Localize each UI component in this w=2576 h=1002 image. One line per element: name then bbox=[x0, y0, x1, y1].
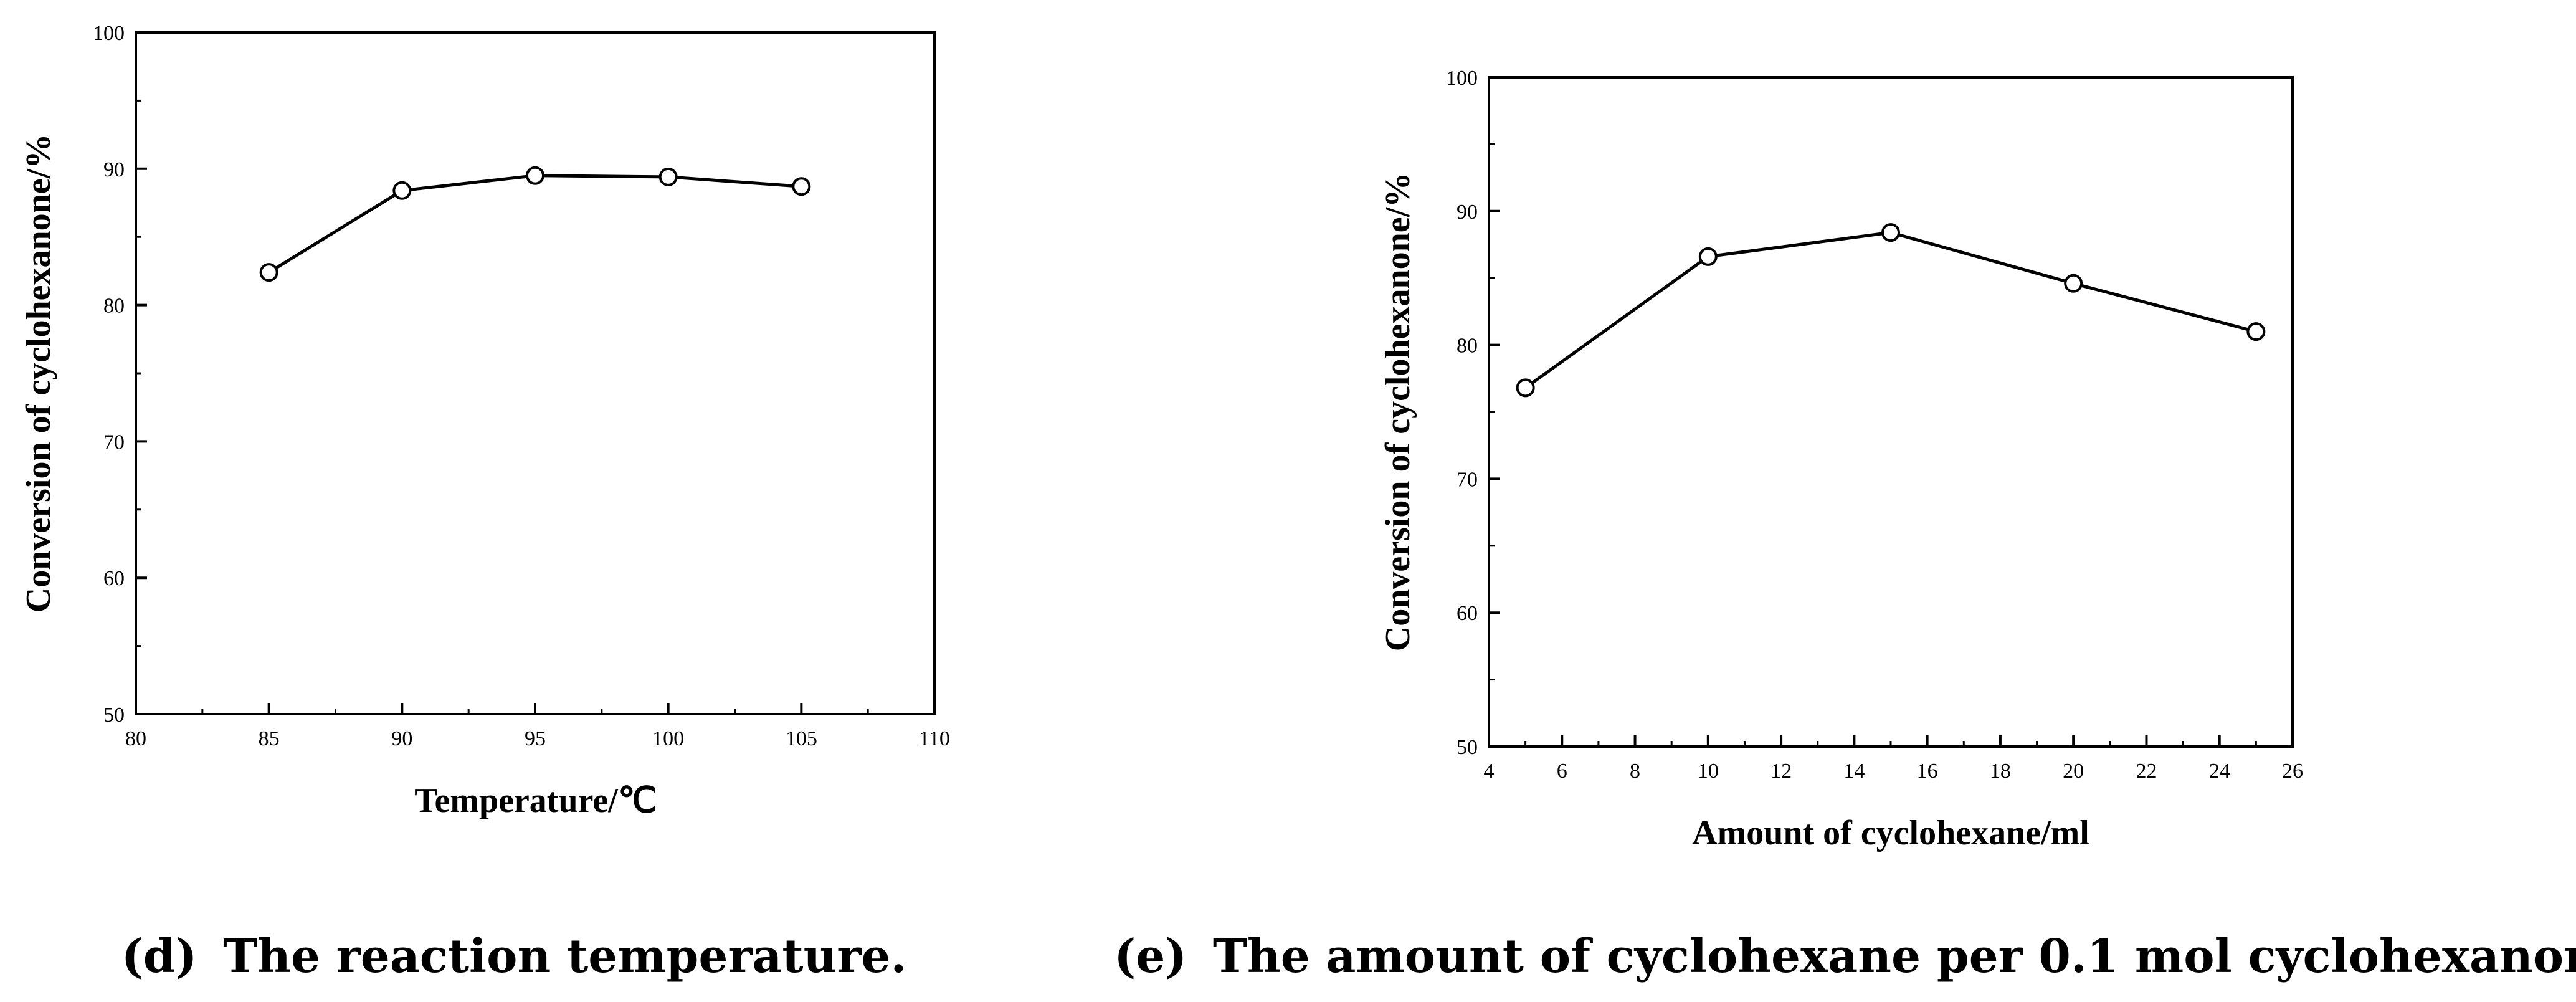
y-axis-title: Conversion of cyclohexanone/% bbox=[19, 134, 58, 613]
y-tick-label: 90 bbox=[1457, 201, 1478, 224]
caption-d-label: (d) bbox=[121, 930, 197, 983]
y-tick-label: 60 bbox=[1457, 602, 1478, 625]
y-tick-label: 90 bbox=[103, 158, 125, 181]
y-tick-label: 100 bbox=[1446, 67, 1478, 90]
x-axis-title: Amount of cyclohexane/ml bbox=[1692, 814, 2089, 852]
chart-panel-e: 4 6 8 10 12 14 16 18 20 22 24 26 50 60 70 80 90 100 Amount… bbox=[1379, 67, 2303, 852]
x-tick-label: 16 bbox=[1917, 760, 1938, 783]
x-tick-label: 4 bbox=[1484, 760, 1495, 783]
x-tick-label: 105 bbox=[786, 727, 817, 750]
data-point-marker bbox=[792, 177, 811, 196]
y-tick-label: 50 bbox=[103, 704, 125, 727]
data-point-marker bbox=[259, 263, 278, 282]
x-tick-label: 100 bbox=[652, 727, 684, 750]
plot-frame bbox=[1488, 76, 2294, 748]
x-tick-label: 20 bbox=[2063, 760, 2084, 783]
data-point-marker bbox=[392, 181, 412, 200]
data-point-marker bbox=[526, 166, 544, 185]
caption-d-text: The reaction temperature. bbox=[223, 930, 906, 983]
caption-e-text: The amount of cyclohexane per 0.1 mol cy… bbox=[1213, 930, 2576, 983]
x-tick-label: 80 bbox=[125, 727, 146, 750]
x-tick-label: 110 bbox=[919, 727, 950, 750]
y-tick-label: 50 bbox=[1457, 736, 1478, 759]
x-tick-label: 95 bbox=[525, 727, 546, 750]
y-axis-title: Conversion of cyclohexanone/% bbox=[1379, 173, 1417, 651]
x-tick-label: 26 bbox=[2282, 760, 2303, 783]
x-tick-label: 18 bbox=[1990, 760, 2011, 783]
data-point-marker bbox=[1881, 223, 1900, 242]
data-point-marker bbox=[1516, 378, 1535, 398]
y-tick-label: 100 bbox=[93, 22, 125, 45]
y-tick-label: 80 bbox=[1457, 335, 1478, 358]
x-tick-label: 24 bbox=[2209, 760, 2230, 783]
y-tick-label: 80 bbox=[103, 295, 125, 318]
x-tick-label: 85 bbox=[259, 727, 280, 750]
y-tick-label: 70 bbox=[103, 431, 125, 454]
data-point-marker bbox=[658, 167, 678, 186]
data-point-marker bbox=[2064, 274, 2083, 293]
series-line bbox=[268, 174, 802, 274]
plot-frame bbox=[135, 31, 936, 715]
chart-panel-d: 80 85 90 95 100 105 110 50 60 70 80 90 100 Temperatur… bbox=[19, 22, 950, 820]
x-tick-label: 6 bbox=[1557, 760, 1567, 783]
caption-d: (d) The reaction temperature. bbox=[121, 930, 906, 983]
y-tick-label: 70 bbox=[1457, 468, 1478, 491]
caption-e: (e) The amount of cyclohexane per 0.1 mo… bbox=[1114, 930, 2576, 983]
data-point-marker bbox=[1698, 247, 1718, 266]
x-tick-label: 10 bbox=[1698, 760, 1719, 783]
data-point-marker bbox=[2246, 322, 2266, 341]
series-line bbox=[1524, 231, 2257, 389]
x-tick-label: 8 bbox=[1630, 760, 1640, 783]
y-tick-label: 60 bbox=[103, 567, 125, 590]
x-tick-label: 14 bbox=[1843, 760, 1865, 783]
x-tick-label: 22 bbox=[2136, 760, 2157, 783]
x-axis-title: Temperature/℃ bbox=[414, 781, 657, 820]
caption-e-label: (e) bbox=[1114, 930, 1187, 983]
x-tick-label: 12 bbox=[1770, 760, 1792, 783]
x-tick-label: 90 bbox=[391, 727, 412, 750]
